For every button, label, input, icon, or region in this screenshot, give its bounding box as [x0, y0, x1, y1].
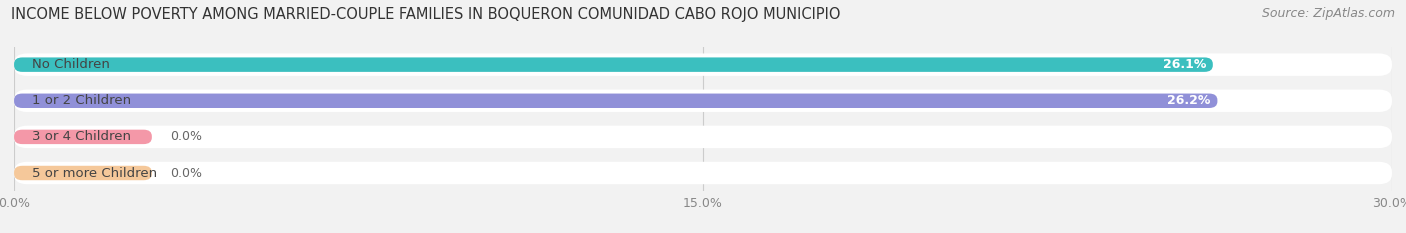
Text: 0.0%: 0.0% [170, 130, 202, 143]
FancyBboxPatch shape [14, 126, 1392, 148]
FancyBboxPatch shape [14, 162, 1392, 184]
Text: 5 or more Children: 5 or more Children [32, 167, 157, 179]
FancyBboxPatch shape [14, 130, 152, 144]
Text: 26.2%: 26.2% [1167, 94, 1211, 107]
FancyBboxPatch shape [14, 166, 152, 180]
Text: No Children: No Children [32, 58, 110, 71]
Text: 0.0%: 0.0% [170, 167, 202, 179]
FancyBboxPatch shape [14, 57, 1213, 72]
Text: 3 or 4 Children: 3 or 4 Children [32, 130, 131, 143]
FancyBboxPatch shape [14, 93, 1218, 108]
FancyBboxPatch shape [14, 89, 1392, 112]
Text: INCOME BELOW POVERTY AMONG MARRIED-COUPLE FAMILIES IN BOQUERON COMUNIDAD CABO RO: INCOME BELOW POVERTY AMONG MARRIED-COUPL… [11, 7, 841, 22]
Text: Source: ZipAtlas.com: Source: ZipAtlas.com [1261, 7, 1395, 20]
FancyBboxPatch shape [14, 53, 1392, 76]
Text: 26.1%: 26.1% [1163, 58, 1206, 71]
Text: 1 or 2 Children: 1 or 2 Children [32, 94, 131, 107]
